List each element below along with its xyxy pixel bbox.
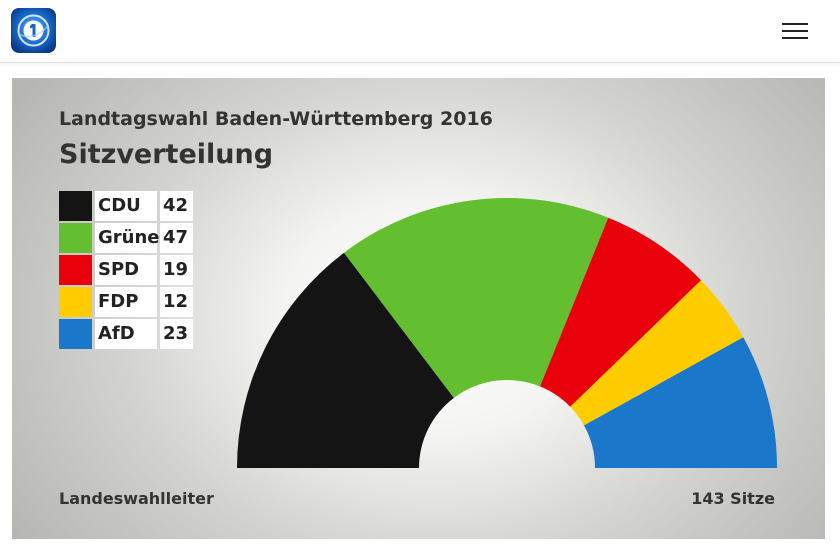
seat-distribution-chart [237,198,777,468]
chart-title: Landtagswahl Baden-Württemberg 2016 [59,108,493,130]
segment-grüne [344,198,609,398]
legend-swatch [59,255,92,285]
legend-label: CDU [95,191,157,221]
segment-cdu [237,252,454,468]
hamburger-menu-icon[interactable] [772,14,818,48]
legend-swatch [59,191,92,221]
chart-card: Landtagswahl Baden-Württemberg 2016 Sitz… [12,78,825,539]
segment-fdp [570,280,744,426]
legend-swatch [59,287,92,317]
top-bar [0,0,840,63]
legend-value: 19 [160,255,193,285]
segment-afd [584,337,777,468]
legend-label: FDP [95,287,157,317]
legend-value: 42 [160,191,193,221]
legend-value: 12 [160,287,193,317]
total-seats-label: 143 Sitze [691,489,775,508]
legend-swatch [59,223,92,253]
legend-swatch [59,319,92,349]
legend-value: 47 [160,223,193,253]
legend-label: Grüne [95,223,160,253]
chart-source: Landeswahlleiter [59,489,214,508]
tagesschau-logo-icon[interactable] [11,8,56,53]
legend-label: AfD [95,319,157,349]
segment-spd [540,217,702,407]
legend-label: SPD [95,255,157,285]
legend-value: 23 [160,319,193,349]
chart-subtitle: Sitzverteilung [59,139,274,170]
